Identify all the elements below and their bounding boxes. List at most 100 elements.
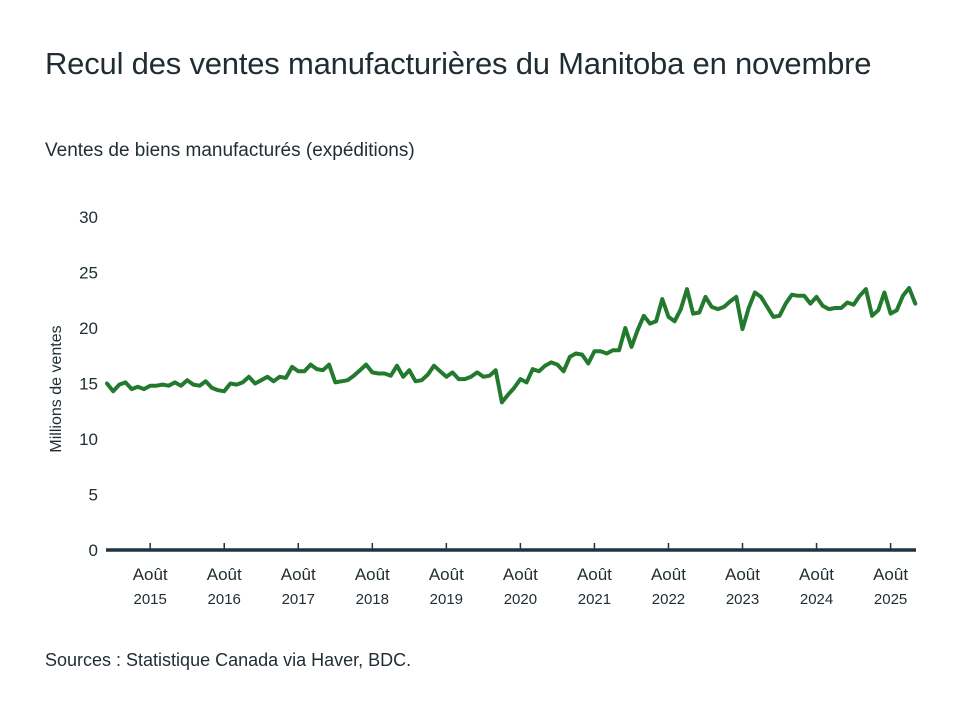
data-point (148, 384, 152, 388)
data-point (389, 374, 393, 378)
data-point (518, 377, 522, 381)
data-point (839, 306, 843, 310)
data-point (167, 384, 171, 388)
data-point (870, 314, 874, 318)
x-tick-label-month: Août (429, 565, 464, 584)
data-point (648, 322, 652, 326)
y-tick-label: 5 (89, 486, 98, 505)
x-tick-label-year: 2024 (800, 591, 833, 608)
data-point (852, 303, 856, 307)
data-point (426, 373, 430, 377)
data-point (821, 304, 825, 308)
data-point (901, 294, 905, 298)
data-point (265, 375, 269, 379)
data-point (691, 312, 695, 316)
data-point (136, 385, 140, 389)
data-point (747, 306, 751, 310)
data-point (679, 307, 683, 311)
data-point (907, 286, 911, 290)
data-point (179, 384, 183, 388)
data-point (759, 295, 763, 299)
data-point (605, 352, 609, 355)
data-point (228, 382, 232, 385)
x-tick-label-year: 2023 (726, 591, 759, 608)
data-point (833, 306, 837, 310)
data-point (296, 369, 300, 373)
x-tick-label-year: 2021 (578, 591, 611, 608)
data-point (309, 363, 313, 367)
x-tick-label-year: 2019 (430, 591, 463, 608)
data-point (562, 369, 566, 373)
x-tick-label-month: Août (207, 565, 242, 584)
data-point (858, 294, 862, 298)
data-point (216, 388, 220, 392)
data-point (383, 372, 387, 375)
data-point (253, 382, 257, 385)
data-point (315, 367, 319, 371)
data-point (377, 372, 380, 375)
y-tick-label: 25 (79, 264, 98, 283)
data-point (660, 297, 664, 301)
data-point (555, 363, 559, 367)
data-point (728, 299, 732, 303)
data-point (290, 365, 294, 369)
data-point (407, 368, 411, 372)
data-point (845, 301, 849, 304)
data-point (636, 328, 640, 332)
data-point (278, 375, 282, 379)
data-point (586, 362, 590, 365)
x-axis-ticks: Août 2015 Août 2016 Août 2017 Août 2018 Août 2019… (133, 543, 908, 608)
data-point (105, 382, 109, 385)
data-point (420, 378, 424, 382)
data-point (537, 369, 541, 373)
x-tick-label-month: Août (799, 565, 834, 584)
data-point (778, 314, 781, 318)
data-point (241, 380, 245, 384)
data-point (771, 315, 775, 319)
data-point (451, 370, 454, 374)
data-point (673, 319, 677, 323)
data-point (340, 379, 343, 383)
data-point (895, 308, 899, 312)
data-point (549, 360, 553, 364)
x-tick-label-month: Août (873, 565, 908, 584)
data-point (882, 291, 886, 294)
data-point (494, 368, 498, 372)
data-point (685, 287, 689, 291)
data-point (704, 295, 707, 299)
data-point (235, 383, 239, 387)
data-point (913, 302, 917, 306)
data-point (568, 355, 572, 359)
data-point (784, 302, 788, 306)
x-tick-label-year: 2017 (282, 591, 315, 608)
data-point (716, 307, 720, 311)
data-point (506, 393, 510, 397)
data-point (475, 370, 479, 374)
data-point (630, 345, 633, 349)
data-point (352, 374, 356, 378)
data-point (198, 384, 202, 388)
data-point (321, 368, 325, 372)
data-point (395, 364, 399, 368)
data-point (432, 364, 436, 368)
y-axis-label: Millions de ventes (48, 325, 65, 452)
chart-subtitle: Ventes de biens manufacturés (expédition… (45, 140, 415, 161)
data-point (617, 348, 621, 352)
data-point (204, 379, 208, 383)
data-point (117, 383, 121, 387)
chart-title: Recul des ventes manufacturières du Mani… (45, 46, 872, 81)
y-tick-label: 10 (79, 430, 98, 449)
y-axis-ticks: 0 5 10 15 20 25 30 (79, 208, 98, 560)
data-point (142, 387, 146, 391)
data-point (247, 375, 251, 379)
x-tick-label-month: Août (281, 565, 316, 584)
data-point (124, 380, 127, 384)
data-point (333, 380, 337, 384)
data-point (130, 387, 134, 391)
data-point (327, 363, 331, 367)
x-tick-label-month: Août (133, 565, 168, 584)
data-point (463, 377, 467, 381)
data-point (500, 400, 504, 404)
data-point (790, 293, 794, 297)
